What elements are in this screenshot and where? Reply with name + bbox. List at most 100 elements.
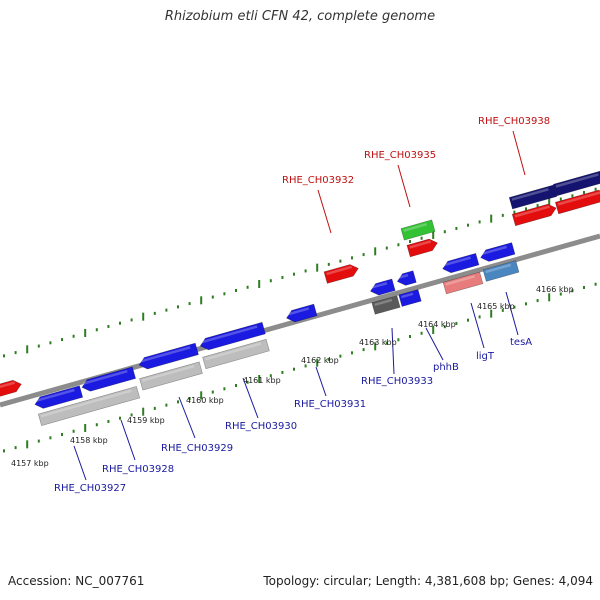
gene-feature-rhe-ch03932 <box>323 264 359 284</box>
gene-label-tesa: tesA <box>510 337 532 348</box>
label-leader-lines <box>73 130 526 481</box>
leader-phhb <box>425 327 444 361</box>
kbp-label-4162: 4162 kbp <box>301 356 339 365</box>
gene-feature-forward-right-highlight <box>557 191 600 206</box>
gene-feature-rhe-ch03930 <box>199 321 266 351</box>
gene-feature-rhe-ch03929-shape <box>138 342 199 370</box>
gene-feature-tesa-a-shape <box>480 242 516 262</box>
gene-feature-gray-1-highlight <box>40 389 132 418</box>
gene-feature-rhe-ch03938-a-shape <box>508 184 558 210</box>
leader-rhe-ch03929 <box>178 396 196 439</box>
gene-feature-rhe-ch03933-a <box>370 278 396 296</box>
kbp-label-4161: 4161 kbp <box>243 376 281 385</box>
top-gene-labels: RHE_CH03932 RHE_CH03935 RHE_CH03938 <box>282 116 550 186</box>
gene-feature-rhe-ch03931-shape <box>286 303 318 323</box>
gene-feature-tesa-b-highlight <box>485 263 512 274</box>
genome-stats-text: Topology: circular; Length: 4,381,608 bp… <box>263 574 593 588</box>
gene-label-rhe-ch03932: RHE_CH03932 <box>282 175 354 186</box>
gene-feature-rhe-ch03938-b <box>552 169 600 197</box>
bottom-tick-track <box>3 282 597 453</box>
gene-feature-phhb-shape <box>398 289 422 307</box>
gene-feature-rhe-ch03932-shape <box>323 264 359 284</box>
gene-feature-forward-left-shape <box>0 379 22 401</box>
gene-feature-rhe-ch03927-highlight <box>35 388 75 403</box>
gene-feature-rhe-ch03938-c <box>511 203 557 227</box>
gene-feature-rhe-ch03935-highlight <box>409 240 432 249</box>
gene-feature-gray-2-shape <box>139 361 203 391</box>
gene-label-rhe-ch03930: RHE_CH03930 <box>225 421 297 432</box>
gene-feature-tesa-a-highlight <box>481 245 508 256</box>
leader-rhe-ch03933 <box>391 327 395 375</box>
kbp-labels: 4157 kbp 4158 kbp 4159 kbp 4160 kbp 4161… <box>11 285 574 468</box>
gene-feature-rhe-ch03933-b-shape <box>371 295 401 315</box>
gene-feature-small-blue <box>396 270 417 286</box>
gene-feature-tesa-b-shape <box>482 260 520 282</box>
gene-feature-phhb <box>398 289 422 307</box>
gene-feature-gray-2-highlight <box>141 364 195 382</box>
leader-rhe-ch03932 <box>317 189 332 234</box>
kbp-label-4163: 4163 kbp <box>359 338 397 347</box>
gene-feature-gray-2 <box>139 361 203 391</box>
gene-feature-rhe-ch03933-a-highlight <box>371 282 388 289</box>
gene-feature-gray-3-highlight <box>204 342 262 361</box>
gene-feature-rhe-ch03938-a-highlight <box>511 188 549 201</box>
gene-feature-ligt-b-shape <box>442 271 484 295</box>
gene-feature-rhe-ch03935-shape <box>406 238 438 258</box>
gene-feature-rna <box>400 219 436 241</box>
gene-feature-ligt-b-highlight <box>445 275 475 286</box>
gene-feature-forward-left <box>0 379 22 401</box>
gene-feature-gray-1 <box>37 386 141 426</box>
kbp-label-4164: 4164 kbp <box>418 320 456 329</box>
bottom-gene-labels: RHE_CH03927 RHE_CH03928 RHE_CH03929 RHE_… <box>54 337 532 494</box>
gene-label-rhe-ch03938: RHE_CH03938 <box>478 116 550 127</box>
gene-feature-rhe-ch03929-highlight <box>139 346 191 363</box>
gene-feature-rhe-ch03928-highlight <box>82 369 128 385</box>
gene-feature-rhe-ch03932-highlight <box>326 265 353 276</box>
gene-label-ligt: ligT <box>476 351 495 362</box>
gene-label-rhe-ch03931: RHE_CH03931 <box>294 399 366 410</box>
gene-feature-ligt-a <box>442 252 480 274</box>
gene-label-rhe-ch03927: RHE_CH03927 <box>54 483 126 494</box>
gene-feature-rhe-ch03931 <box>286 303 318 323</box>
gene-feature-rhe-ch03928 <box>81 366 136 392</box>
gene-feature-rna-highlight <box>403 222 428 232</box>
gene-feature-rhe-ch03933-b <box>371 295 401 315</box>
gene-feature-ligt-b <box>442 271 484 295</box>
gene-feature-rhe-ch03933-b-highlight <box>374 298 393 307</box>
gene-feature-small-blue-highlight <box>398 273 409 279</box>
leader-rhe-ch03931 <box>315 366 327 397</box>
gene-feature-forward-right-shape <box>554 189 600 215</box>
leader-ligt <box>470 302 485 349</box>
gene-feature-rhe-ch03938-c-highlight <box>514 205 550 218</box>
gene-features <box>0 169 600 426</box>
gene-label-rhe-ch03935: RHE_CH03935 <box>364 150 436 161</box>
gene-feature-rhe-ch03933-a-shape <box>370 278 396 296</box>
gene-feature-rhe-ch03931-highlight <box>287 307 310 316</box>
kbp-label-4166: 4166 kbp <box>536 285 574 294</box>
kbp-label-4158: 4158 kbp <box>70 436 108 445</box>
gene-feature-gray-3 <box>202 338 270 370</box>
gene-feature-rhe-ch03938-a <box>508 184 558 210</box>
gene-feature-forward-right <box>554 189 600 215</box>
gene-label-rhe-ch03928: RHE_CH03928 <box>102 464 174 475</box>
kbp-label-4157: 4157 kbp <box>11 459 49 468</box>
gene-feature-rna-shape <box>400 219 436 241</box>
gene-label-rhe-ch03929: RHE_CH03929 <box>161 443 233 454</box>
leader-rhe-ch03928 <box>120 419 136 461</box>
gene-feature-rhe-ch03938-b-highlight <box>555 173 599 188</box>
top-tick-track <box>3 187 597 358</box>
gene-feature-small-blue-shape <box>396 270 417 286</box>
gene-feature-rhe-ch03938-b-shape <box>552 169 600 197</box>
gene-feature-rhe-ch03930-highlight <box>200 325 258 344</box>
gene-label-rhe-ch03933: RHE_CH03933 <box>361 376 433 387</box>
leader-tesa <box>505 291 519 336</box>
gene-feature-tesa-a <box>480 242 516 262</box>
leader-rhe-ch03935 <box>397 164 411 208</box>
gene-label-phhb: phhB <box>433 362 459 373</box>
leader-rhe-ch03938 <box>512 130 526 176</box>
map-title: Rhizobium etli CFN 42, complete genome <box>164 9 436 24</box>
accession-text: Accession: NC_007761 <box>8 574 145 588</box>
leader-rhe-ch03930 <box>242 377 259 419</box>
gene-feature-rhe-ch03938-c-shape <box>511 203 557 227</box>
